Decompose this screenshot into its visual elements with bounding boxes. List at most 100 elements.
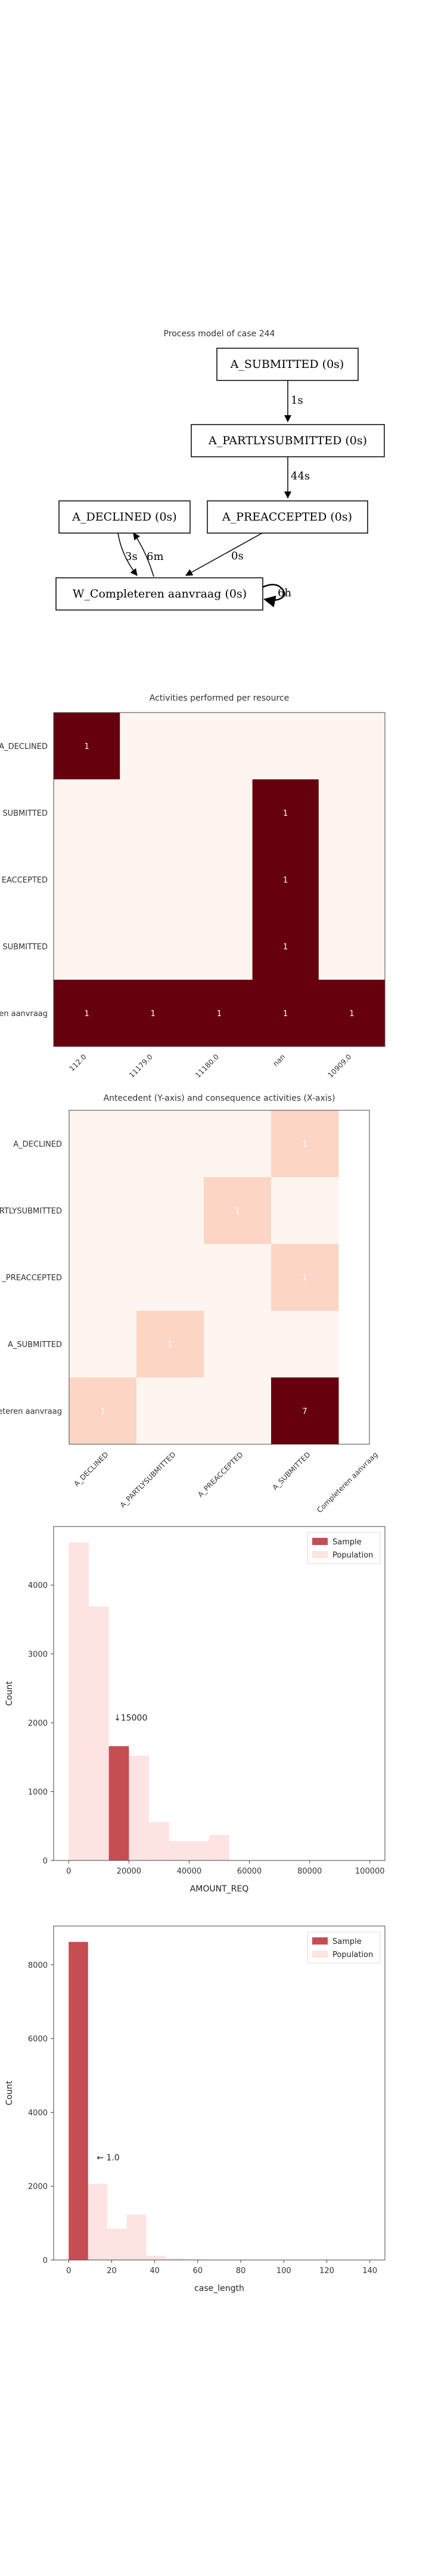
population-bar <box>149 1822 169 1860</box>
y-tick-label: 4000 <box>28 2109 48 2117</box>
heatmap-cell <box>318 779 386 847</box>
heatmap-cell <box>136 1244 204 1311</box>
node-w-completeren: W_Completeren aanvraag (0s) <box>55 577 263 611</box>
heatmap-cell <box>186 913 253 980</box>
y-tick-label: A_DECLINED <box>13 1140 62 1149</box>
y-tick-label: SUBMITTED <box>2 809 48 818</box>
x-tick-label: 20 <box>107 2267 117 2275</box>
heatmap-cell-label: 1 <box>84 1010 89 1018</box>
node-a-partlysubmitted: A_PARTLYSUBMITTED (0s) <box>191 424 385 457</box>
y-tick-label: en aanvraag <box>0 1010 48 1018</box>
heatmap-transitions-title: Antecedent (Y-axis) and consequence acti… <box>104 1094 335 1103</box>
x-tick-label: 100 <box>276 2267 291 2275</box>
heatmap-cell <box>136 1110 204 1178</box>
x-tick-label: 10909.0 <box>327 1052 353 1079</box>
svg-text:6m: 6m <box>147 550 164 563</box>
process-model-title: Process model of case 244 <box>163 329 275 339</box>
svg-text:6h: 6h <box>278 587 291 599</box>
heatmap-cell <box>69 1311 137 1378</box>
y-tick-label: EACCEPTED <box>2 876 48 885</box>
legend-label-population: Population <box>332 1551 373 1560</box>
heatmap-cell <box>69 1377 137 1445</box>
y-tick-label: eteren aanvraag <box>0 1407 62 1416</box>
y-tick-label: 2000 <box>28 2182 48 2191</box>
svg-text:A_SUBMITTED (0s): A_SUBMITTED (0s) <box>230 358 344 371</box>
heatmap-cell <box>120 846 186 914</box>
heatmap-cell <box>136 1177 204 1244</box>
y-tick-label: _PREACCEPTED <box>1 1274 62 1283</box>
legend-label-sample: Sample <box>332 1937 362 1946</box>
population-bar <box>165 2258 185 2260</box>
legend-swatch-population <box>312 1551 328 1558</box>
y-tick-label: 0 <box>43 2256 48 2265</box>
heatmap-cell-label: 1 <box>151 1010 156 1018</box>
legend-box <box>307 1532 381 1564</box>
x-tick-label: A_PREACCEPTED <box>196 1450 244 1498</box>
heatmap-cell <box>54 779 120 847</box>
node-a-preaccepted: A_PREACCEPTED (0s) <box>207 500 368 534</box>
y-axis-label: Count <box>5 1681 14 1706</box>
heatmap-cell <box>54 913 120 980</box>
heatmap-cell <box>204 1377 272 1445</box>
annotation-label: ↓15000 <box>114 1714 147 1723</box>
annotation-label: ← 1.0 <box>97 2153 119 2163</box>
population-bar <box>88 1606 109 1860</box>
heatmap-cell-label: 1 <box>100 1407 105 1416</box>
heatmap-cell <box>186 713 253 780</box>
heatmap-cell <box>252 846 319 914</box>
x-tick-label: 11180.0 <box>194 1052 220 1079</box>
y-tick-label: SUBMITTED <box>2 943 48 952</box>
y-tick-label: 8000 <box>28 1961 48 1970</box>
heatmap-cell-label: 1 <box>283 943 288 952</box>
heatmap-cell <box>271 1244 339 1311</box>
process-model-graph: 1s 44s 0s 3s 6m 6h A_SUBMITTED (0s) <box>55 348 385 611</box>
heatmap-cell <box>271 1177 339 1244</box>
svg-text:A_PARTLYSUBMITTED (0s): A_PARTLYSUBMITTED (0s) <box>208 434 367 447</box>
x-tick-label: A_SUBMITTED <box>271 1450 312 1491</box>
heatmap-cell <box>120 980 186 1047</box>
heatmap-resources-frame <box>53 712 386 1047</box>
process-model-panel: Process model of case 244 1s 44s 0s 3s 6… <box>0 322 429 620</box>
heatmap-transitions-chart: Antecedent (Y-axis) and consequence acti… <box>0 1094 380 1515</box>
heatmap-cell <box>186 779 253 847</box>
heatmap-cell <box>271 1377 339 1445</box>
amount-req-histogram: 0 20000 40000 60000 80000 100000 0 1000 2000 3000… <box>5 1526 386 1894</box>
y-tick-label: 3000 <box>28 1651 48 1659</box>
x-tick-label: 40 <box>150 2267 160 2275</box>
y-tick-label: 2000 <box>28 1719 48 1728</box>
y-tick-label: A_SUBMITTED <box>8 1340 62 1349</box>
heatmap-cell <box>318 846 386 914</box>
x-tick-label: 60 <box>193 2267 203 2275</box>
population-bar <box>185 2259 204 2260</box>
heatmap-cell <box>318 913 386 980</box>
sample-bar <box>108 1746 129 1860</box>
heatmap-cell-label: 1 <box>283 876 288 885</box>
edge-declined-completeren: 3s <box>117 532 138 576</box>
svg-text:W_Completeren aanvraag (0s): W_Completeren aanvraag (0s) <box>73 587 247 600</box>
heatmap-transitions-panel: Antecedent (Y-axis) and consequence acti… <box>0 1091 429 1515</box>
heatmap-cell <box>186 980 253 1047</box>
heatmap-cell <box>204 1177 272 1244</box>
heatmap-cell-label: 1 <box>349 1010 354 1018</box>
amount-req-histogram-panel: 0 20000 40000 60000 80000 100000 0 1000 2000 3000… <box>0 1509 429 1896</box>
legend-box <box>307 1931 381 1964</box>
svg-text:0s: 0s <box>231 550 244 562</box>
x-tick-label: 40000 <box>177 1867 201 1876</box>
population-bar <box>88 2184 108 2260</box>
legend-swatch-population <box>312 1950 328 1958</box>
x-tick-label: A_PARTLYSUBMITTED <box>119 1450 178 1509</box>
heatmap-cell <box>252 779 319 847</box>
heatmap-cell <box>186 846 253 914</box>
heatmap-cell <box>120 913 186 980</box>
legend-label-sample: Sample <box>332 1538 362 1547</box>
node-a-submitted: A_SUBMITTED (0s) <box>216 348 359 381</box>
x-axis-label: AMOUNT_REQ <box>190 1884 249 1894</box>
heatmap-cell <box>252 980 319 1047</box>
heatmap-cell <box>204 1110 272 1178</box>
heatmap-cell <box>120 779 186 847</box>
x-tick-label: 112.0 <box>68 1052 88 1073</box>
population-bar <box>69 1542 89 1860</box>
heatmap-cell-label: 1 <box>217 1010 222 1018</box>
